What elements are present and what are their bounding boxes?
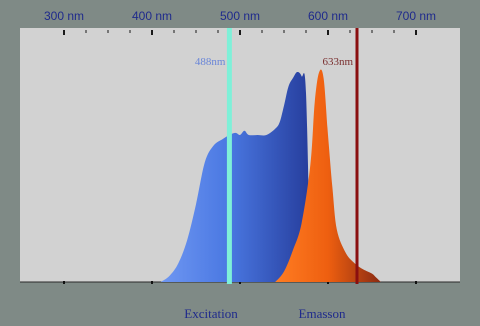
x-tick-label: 400 nm [132,9,172,23]
laser-label: 633nm [322,56,353,68]
laser-label: 488nm [195,56,226,68]
x-tick-mark-bottom [63,281,65,284]
legend-emission: Emasson [299,306,346,321]
x-tick-mark-bottom [151,281,153,284]
legend-excitation: Excitation [184,306,238,321]
x-tick-label: 600 nm [308,9,348,23]
x-tick-label: 500 nm [220,9,260,23]
excitation-spectrum-area [160,71,311,282]
x-tick-mark-bottom [239,281,241,284]
x-tick-mark-bottom [415,281,417,284]
x-tick-label: 700 nm [396,9,436,23]
x-tick-label: 300 nm [44,9,84,23]
emission-spectrum-area [275,69,381,282]
x-tick-mark-bottom [327,281,329,284]
